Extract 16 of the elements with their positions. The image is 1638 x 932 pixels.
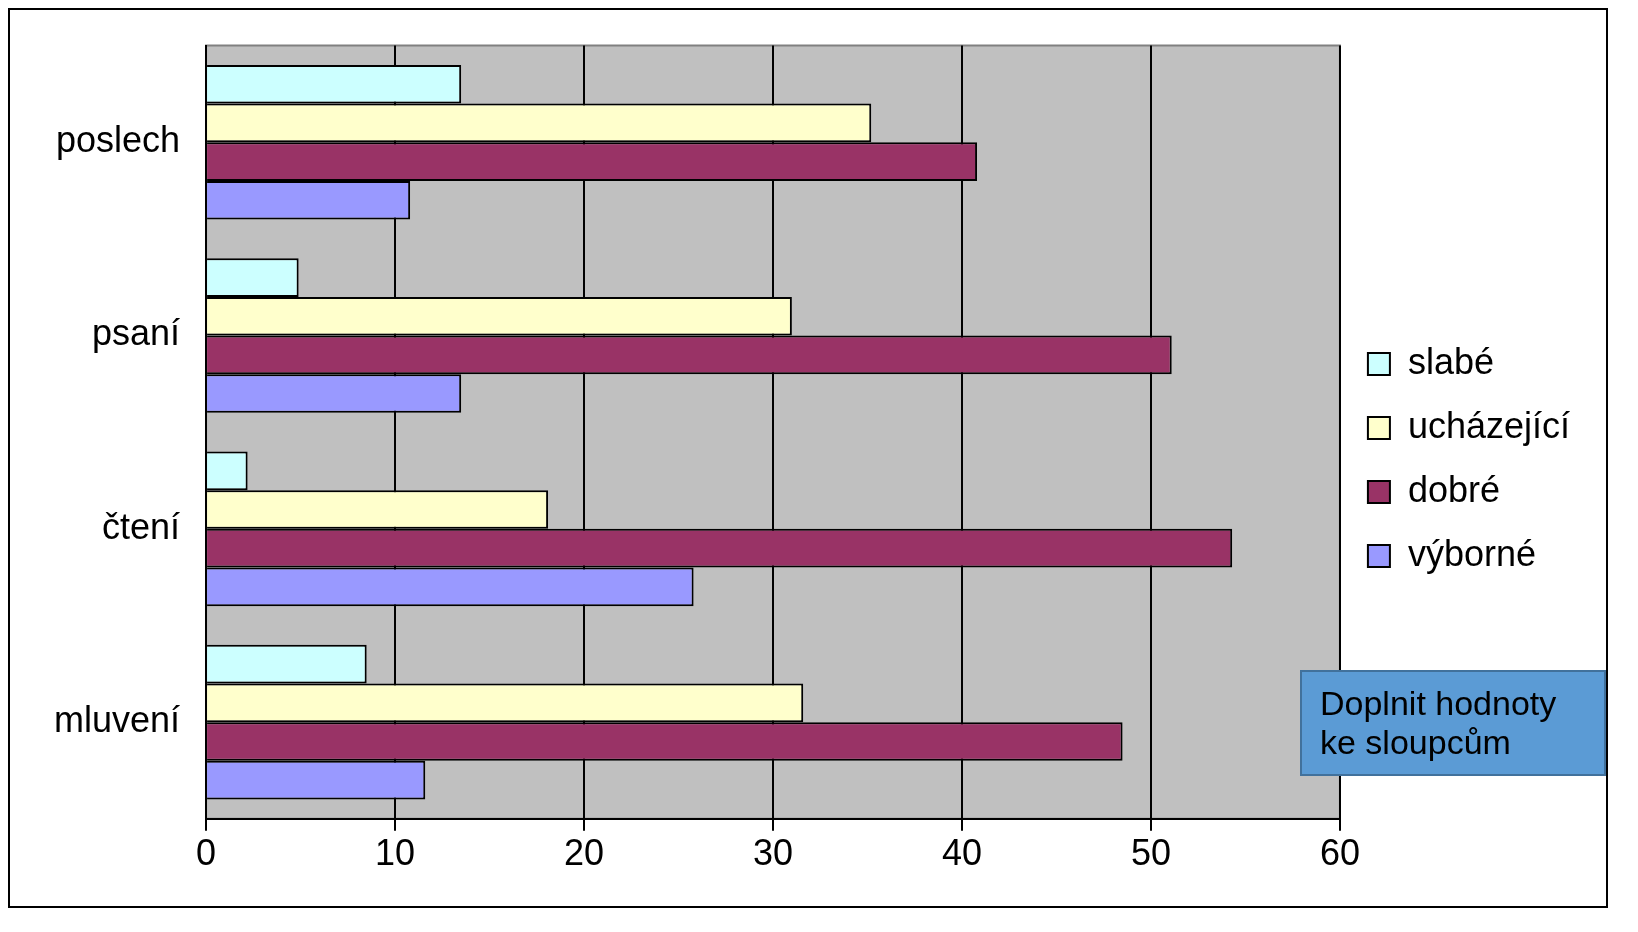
y-tick-label: čtení bbox=[102, 505, 181, 547]
x-tick-label: 20 bbox=[563, 832, 605, 874]
annotation: Doplnit hodnoty ke sloupcům bbox=[1300, 670, 1606, 776]
legend-label: slabé bbox=[1407, 340, 1494, 382]
y-tick-label: poslech bbox=[55, 119, 181, 161]
legend-label: výborné bbox=[1407, 532, 1536, 574]
x-tick-label: 40 bbox=[941, 832, 982, 874]
legend-label: ucházející bbox=[1407, 404, 1571, 446]
x-tick-label: 10 bbox=[375, 832, 416, 874]
y-tick-label: mluvení bbox=[53, 699, 181, 741]
x-tick-label: 30 bbox=[752, 832, 794, 874]
legend-label: dobré bbox=[1407, 468, 1500, 510]
y-tick-label: psaní bbox=[91, 312, 181, 354]
x-tick-label: 0 bbox=[196, 832, 217, 874]
x-tick-label: 60 bbox=[1319, 832, 1360, 874]
x-tick-label: 50 bbox=[1130, 832, 1171, 874]
